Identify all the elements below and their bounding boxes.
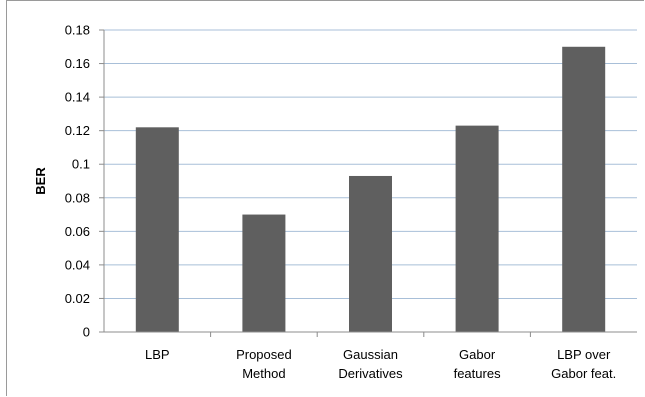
y-axis-label: BER <box>33 167 48 195</box>
y-tick-label: 0.06 <box>65 224 90 239</box>
bar <box>349 175 392 332</box>
y-tick-label: 0.12 <box>65 123 90 138</box>
x-tick-label: Gaussian Derivatives <box>338 347 403 381</box>
y-tick-label: 0.1 <box>72 157 90 172</box>
axes <box>103 30 637 333</box>
x-tick-label: Gabor features <box>454 347 501 381</box>
bars <box>135 46 606 333</box>
x-tick-label: LBP over Gabor feat. <box>551 347 616 381</box>
y-tick-label: 0.18 <box>65 23 90 38</box>
bar <box>242 214 286 332</box>
bar <box>135 127 179 332</box>
y-tick-label: 0 <box>83 325 90 340</box>
y-tick-label: 0.04 <box>65 257 90 272</box>
y-tick-label: 0.02 <box>65 291 90 306</box>
x-tick-label: Proposed Method <box>236 347 292 381</box>
x-tick-labels: LBP Proposed Method Gaussian Derivatives Gabo… <box>145 332 616 381</box>
y-tick-label: 0.16 <box>65 56 90 71</box>
y-tick-label: 0.14 <box>65 90 90 105</box>
bar <box>562 46 606 333</box>
x-tick-label: LBP <box>145 347 170 362</box>
y-tick-labels: 0 0.02 0.04 0.06 0.08 0.1 0.12 0.14 0.16 0.18 <box>65 23 104 340</box>
y-tick-label: 0.08 <box>65 190 90 205</box>
bar <box>455 125 499 332</box>
